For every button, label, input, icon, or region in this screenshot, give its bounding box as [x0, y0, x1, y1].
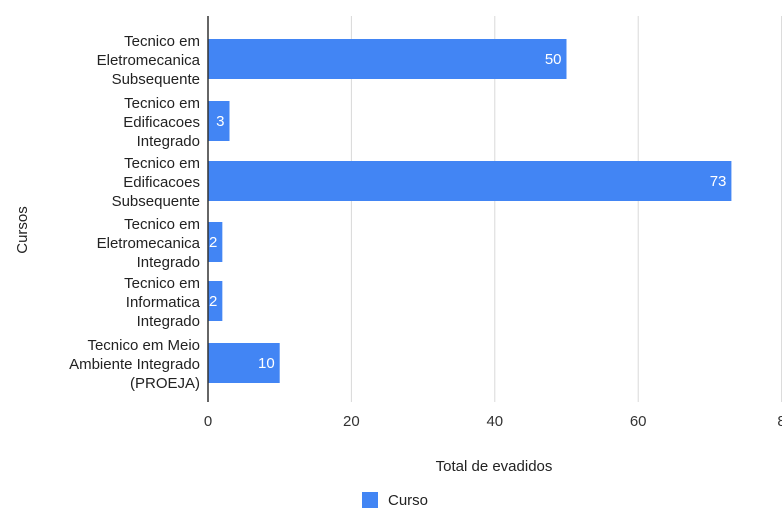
bar [208, 161, 732, 201]
bar [208, 343, 280, 383]
category-label-line: (PROEJA) [130, 375, 200, 392]
category-label-line: Informatica [126, 294, 201, 311]
x-tick-labels: 0 20 40 60 8 [204, 413, 782, 430]
category-label-line: Edificacoes [123, 114, 200, 131]
x-tick-label: 0 [204, 413, 212, 430]
legend-swatch [362, 492, 378, 508]
bar-value-label: 73 [710, 173, 727, 190]
category-label: Tecnico em Eletromecanica Integrado [97, 216, 201, 271]
category-label: Tecnico em Eletromecanica Subsequente [97, 33, 201, 88]
category-labels: Tecnico em Eletromecanica SubsequenteTecni… [69, 33, 201, 392]
category-label-line: Tecnico em [124, 155, 200, 172]
category-label-line: Tecnico em [124, 95, 200, 112]
bar-value-label: 10 [258, 355, 275, 372]
category-label-line: Integrado [137, 313, 200, 330]
category-label: Tecnico em Edificacoes Subsequente [112, 155, 200, 210]
x-tick-label: 60 [630, 413, 647, 430]
bars: 50 3 73 2 2 10 [208, 39, 732, 383]
category-label-line: Eletromecanica [97, 52, 201, 69]
category-label: Tecnico em Meio Ambiente Integrado (PROEJA… [69, 337, 200, 392]
category-label-line: Subsequente [112, 71, 200, 88]
legend-label: Curso [388, 492, 428, 508]
bar-value-label: 2 [209, 293, 217, 310]
category-label-line: Edificacoes [123, 174, 200, 191]
bar [208, 222, 223, 262]
bar [208, 39, 567, 79]
x-tick-label: 8 [777, 413, 782, 430]
category-label: Tecnico em Edificacoes Integrado [123, 95, 200, 150]
category-label: Tecnico em Informatica Integrado [124, 275, 201, 330]
bar [208, 101, 230, 141]
category-label-line: Tecnico em [124, 216, 200, 233]
category-label-line: Subsequente [112, 193, 200, 210]
x-tick-label: 20 [343, 413, 360, 430]
category-label-line: Eletromecanica [97, 235, 201, 252]
category-label-line: Integrado [137, 254, 200, 271]
bar [208, 281, 223, 321]
x-axis-title: Total de evadidos [436, 458, 553, 475]
category-label-line: Tecnico em [124, 33, 200, 50]
legend: Curso [362, 492, 428, 508]
category-label-line: Tecnico em [124, 275, 200, 292]
bar-value-label: 50 [545, 51, 562, 68]
x-tick-label: 40 [486, 413, 503, 430]
bar-value-label: 2 [209, 234, 217, 251]
category-label-line: Ambiente Integrado [69, 356, 200, 373]
category-label-line: Integrado [137, 133, 200, 150]
bar-value-label: 3 [216, 113, 224, 130]
y-axis-title: Cursos [14, 206, 31, 254]
category-label-line: Tecnico em Meio [87, 337, 200, 354]
